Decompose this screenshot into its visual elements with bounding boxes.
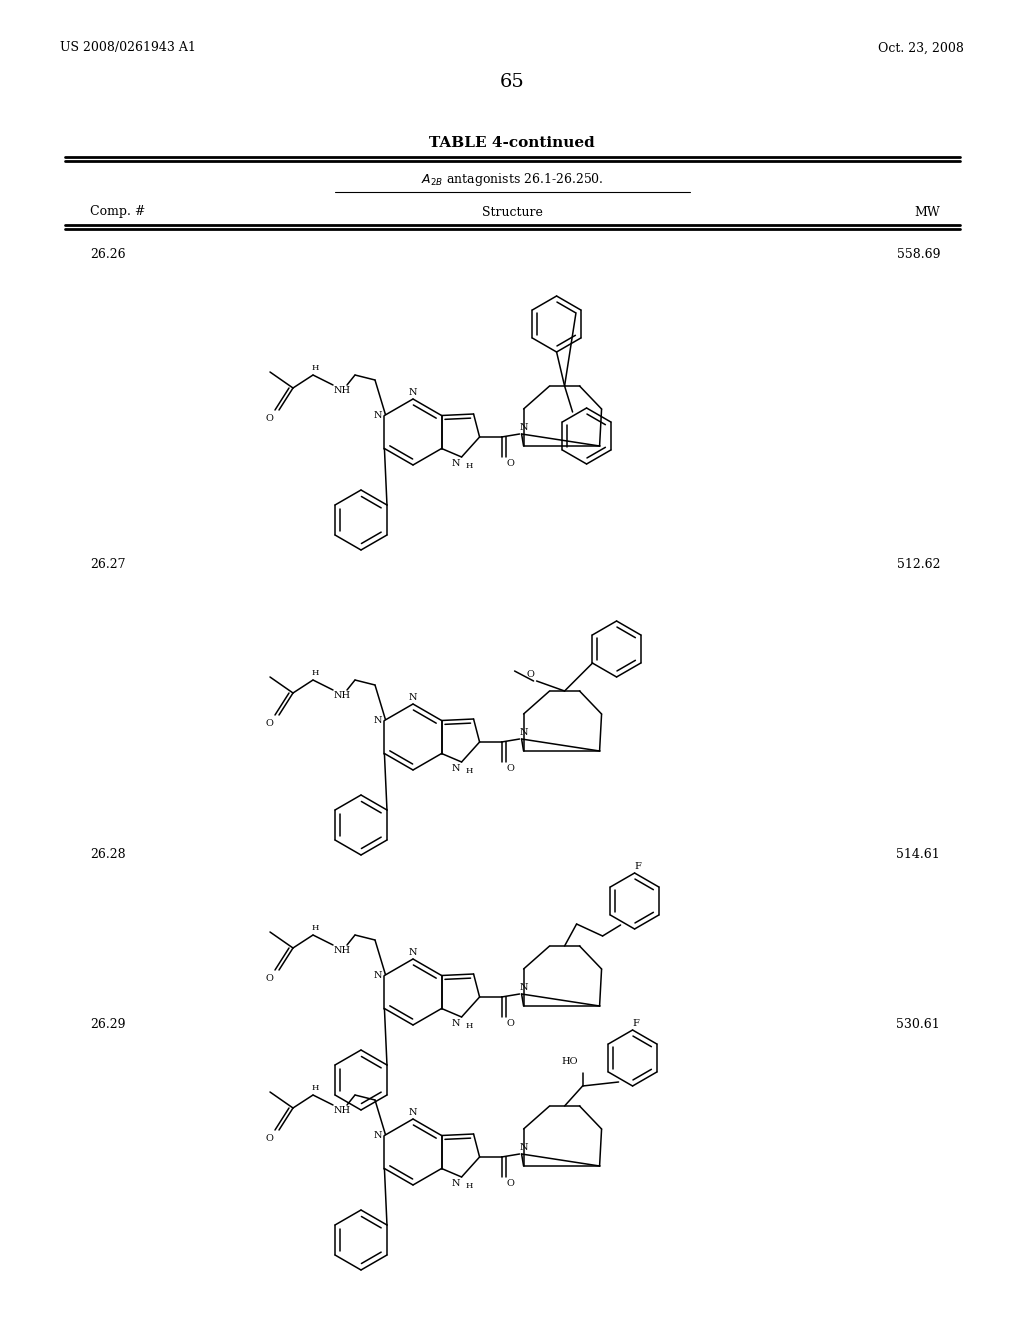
Text: 530.61: 530.61 [896,1018,940,1031]
Text: N: N [452,1019,460,1028]
Text: H: H [311,364,318,372]
Text: O: O [265,719,273,729]
Text: NH: NH [334,385,351,395]
Text: O: O [507,764,514,774]
Text: 26.28: 26.28 [90,847,126,861]
Text: O: O [507,459,514,469]
Text: NH: NH [334,690,351,700]
Text: Comp. #: Comp. # [90,206,145,219]
Text: H: H [466,1181,473,1191]
Text: N: N [519,1143,528,1152]
Text: TABLE 4-continued: TABLE 4-continued [429,136,595,150]
Text: US 2008/0261943 A1: US 2008/0261943 A1 [60,41,196,54]
Text: HO: HO [561,1057,578,1067]
Text: H: H [466,1022,473,1030]
Text: 514.61: 514.61 [896,847,940,861]
Text: N: N [452,764,460,774]
Text: H: H [466,462,473,470]
Text: NH: NH [334,1106,351,1115]
Text: Oct. 23, 2008: Oct. 23, 2008 [879,41,964,54]
Text: N: N [452,1179,460,1188]
Text: N: N [519,983,528,993]
Text: N: N [409,1107,417,1117]
Text: 558.69: 558.69 [896,248,940,261]
Text: 65: 65 [500,73,524,91]
Text: 26.26: 26.26 [90,248,126,261]
Text: F: F [633,1019,639,1028]
Text: N: N [374,715,382,725]
Text: N: N [452,459,460,469]
Text: O: O [507,1179,514,1188]
Text: 26.27: 26.27 [90,558,126,572]
Text: N: N [519,729,528,737]
Text: N: N [519,422,528,432]
Text: N: N [409,693,417,702]
Text: MW: MW [914,206,940,219]
Text: 512.62: 512.62 [896,558,940,572]
Text: H: H [311,1084,318,1092]
Text: N: N [374,972,382,979]
Text: O: O [265,974,273,983]
Text: H: H [311,924,318,932]
Text: F: F [635,862,641,871]
Text: 26.29: 26.29 [90,1018,126,1031]
Text: N: N [374,1131,382,1140]
Text: H: H [311,669,318,677]
Text: H: H [466,767,473,775]
Text: O: O [265,1134,273,1143]
Text: O: O [507,1019,514,1028]
Text: Structure: Structure [481,206,543,219]
Text: O: O [265,414,273,422]
Text: NH: NH [334,946,351,954]
Text: $A_{2B}$ antagonists 26.1-26.250.: $A_{2B}$ antagonists 26.1-26.250. [421,172,603,189]
Text: N: N [374,411,382,420]
Text: O: O [526,671,535,678]
Text: N: N [409,948,417,957]
Text: N: N [409,388,417,397]
